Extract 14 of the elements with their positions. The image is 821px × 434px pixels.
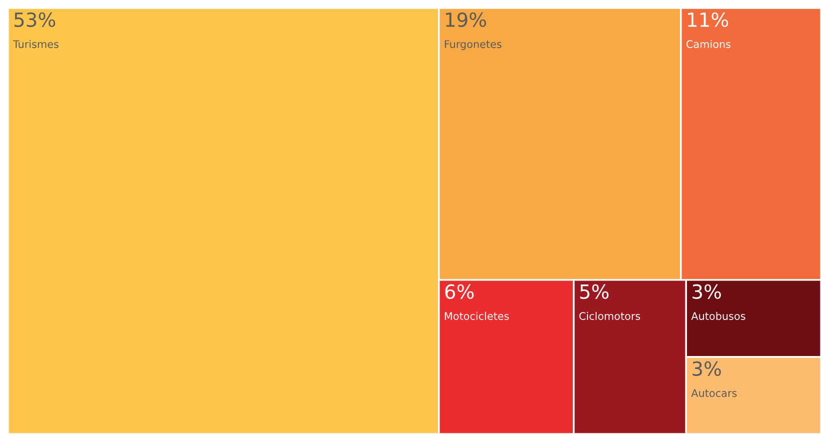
data-label: 53% bbox=[14, 12, 56, 28]
category-label: Turismes bbox=[12, 40, 58, 48]
data-label: 3% bbox=[692, 361, 721, 376]
data-label: 3% bbox=[692, 284, 721, 299]
category-label: Furgonetes bbox=[444, 40, 502, 50]
data-label: 19% bbox=[446, 12, 486, 28]
category-label: Ciclomotors bbox=[579, 312, 640, 320]
category-label: Camions bbox=[686, 40, 730, 48]
data-label: 5% bbox=[580, 284, 609, 299]
data-label: 6% bbox=[445, 284, 474, 299]
category-label: Motocicletes bbox=[444, 312, 509, 320]
category-label: Autobusos bbox=[691, 312, 746, 320]
data-label: 11% bbox=[688, 12, 728, 28]
category-label: Autocars bbox=[691, 389, 737, 398]
